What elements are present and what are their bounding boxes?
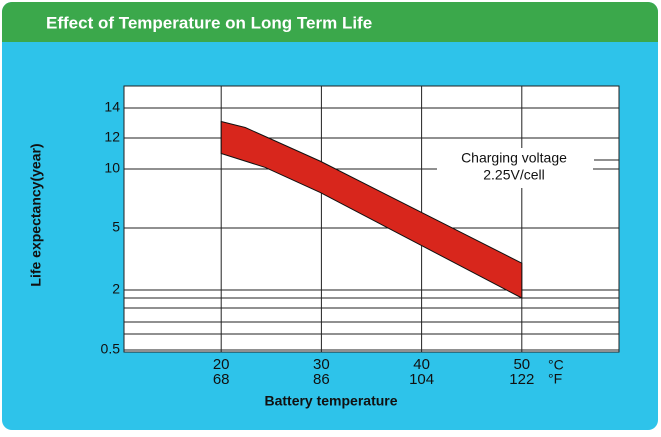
x-tick-label: 50 xyxy=(513,356,530,373)
x-unit-c: °C xyxy=(548,357,564,373)
x-tick-label: 40 xyxy=(413,356,430,373)
x-tick-label-f: 86 xyxy=(313,371,330,388)
x-tick-label: 30 xyxy=(313,356,330,373)
y-axis-title: Life expectancy(year) xyxy=(28,143,44,286)
y-tick-label: 14 xyxy=(104,99,120,115)
x-tick-label-f: 122 xyxy=(509,371,534,388)
x-tick-label-f: 104 xyxy=(409,371,434,388)
y-tick-label: 0.5 xyxy=(101,341,121,357)
x-tick-label-f: 68 xyxy=(213,371,230,388)
life-band xyxy=(220,120,523,299)
chart-title: Effect of Temperature on Long Term Life xyxy=(46,13,372,32)
x-unit-f: °F xyxy=(548,371,562,387)
minor-grid xyxy=(124,297,619,335)
y-tick-label: 10 xyxy=(104,160,120,176)
header xyxy=(2,2,658,42)
y-tick-label: 5 xyxy=(112,219,120,235)
annotation-bg xyxy=(437,148,593,188)
x-axis-title: Battery temperature xyxy=(264,393,397,409)
annotation: 2.25V/cell xyxy=(483,167,544,183)
annotation: Charging voltage xyxy=(461,150,567,166)
y-tick-label: 12 xyxy=(104,129,120,145)
y-tick-label: 2 xyxy=(112,281,120,297)
x-tick-label: 20 xyxy=(213,356,230,373)
